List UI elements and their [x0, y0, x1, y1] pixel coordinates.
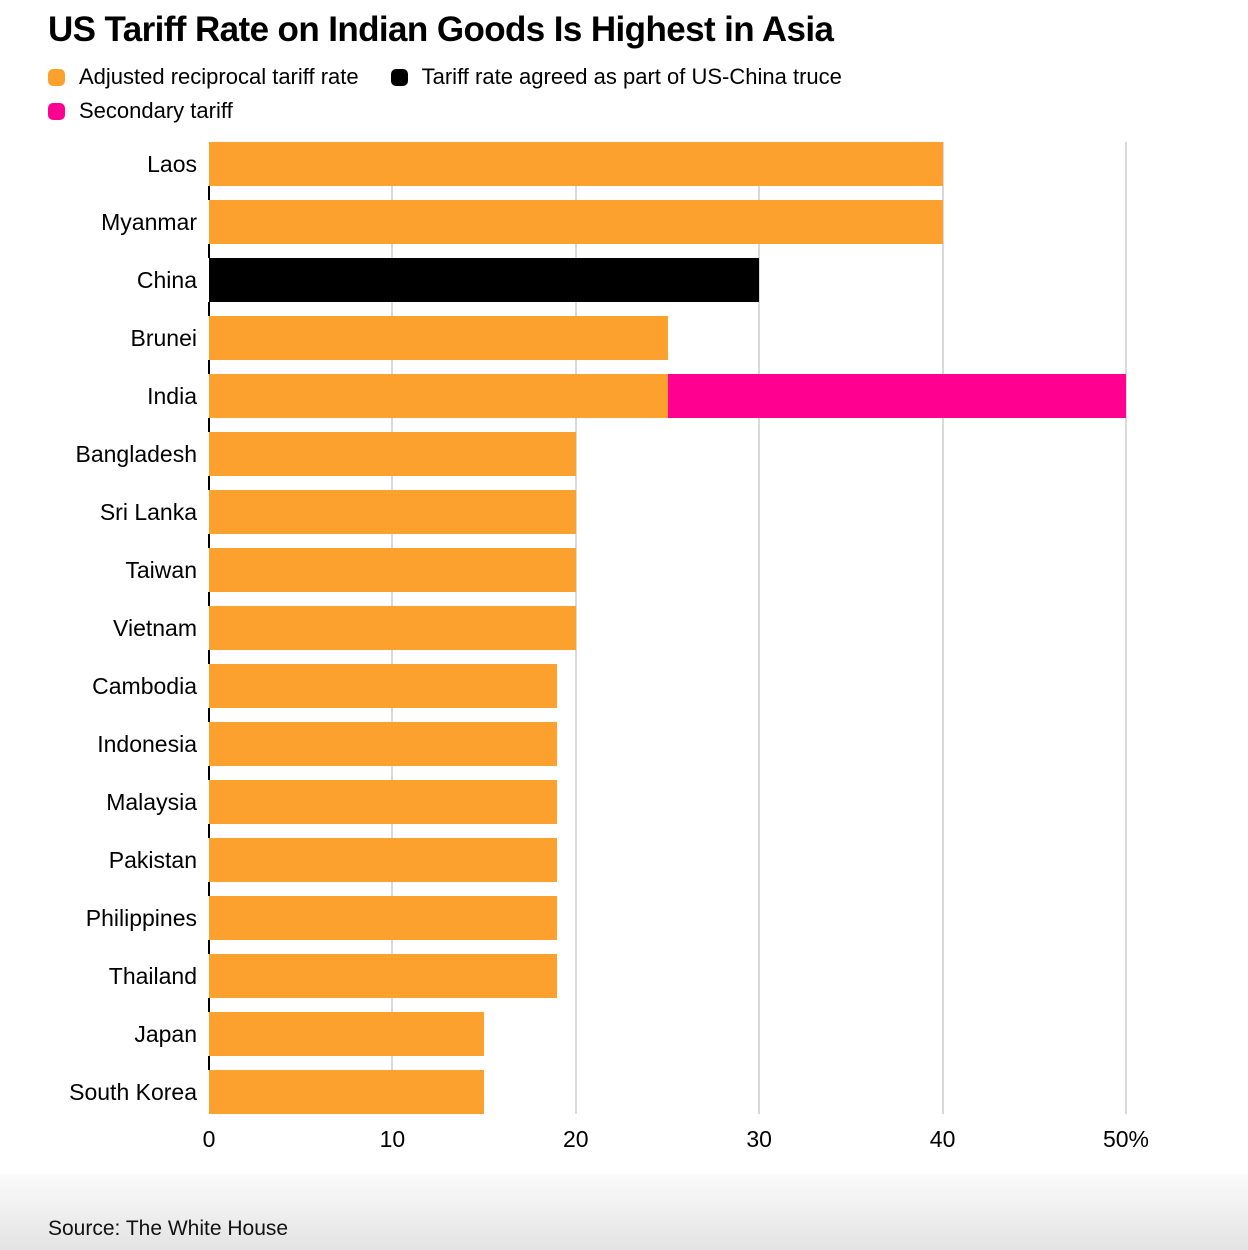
category-axis-tick	[208, 244, 210, 258]
category-label-taiwan: Taiwan	[125, 557, 197, 583]
legend-row-1: Adjusted reciprocal tariff rate Tariff r…	[48, 64, 1248, 90]
category-axis-tick	[208, 476, 210, 490]
gridline-20	[574, 142, 577, 1114]
category-axis-tick	[208, 766, 210, 780]
bar-taiwan-reciprocal	[209, 548, 576, 592]
bar-india-secondary	[667, 374, 1126, 418]
legend-row-2: Secondary tariff	[48, 98, 1248, 124]
bar-south-korea-reciprocal	[209, 1070, 485, 1114]
x-axis-label-50pct: 50%	[1102, 1126, 1150, 1152]
category-axis-tick	[208, 882, 210, 896]
plot-area: Laos Myanmar China Brunei India Bangladesh Sri…	[0, 142, 1248, 1114]
chart-title: US Tariff Rate on Indian Goods Is Highes…	[48, 10, 834, 49]
bar-pakistan-reciprocal	[209, 838, 558, 882]
legend-label-secondary: Secondary tariff	[79, 98, 233, 123]
bar-philippines-reciprocal	[209, 896, 558, 940]
x-axis-label-10: 10	[379, 1126, 406, 1152]
bar-cambodia-reciprocal	[209, 664, 558, 708]
legend-label-truce: Tariff rate agreed as part of US-China t…	[421, 64, 842, 89]
bar-laos-reciprocal	[209, 142, 943, 186]
category-label-china: China	[136, 267, 197, 293]
category-axis-tick	[208, 998, 210, 1012]
bar-chart: Laos Myanmar China Brunei India Bangladesh Sri…	[0, 142, 1248, 1158]
x-axis: 0 10 20 30 40 50%	[0, 1124, 1248, 1158]
category-label-bangladesh: Bangladesh	[75, 441, 198, 467]
bar-indonesia-reciprocal	[209, 722, 558, 766]
bar-myanmar-reciprocal	[209, 200, 943, 244]
legend-item-truce: Tariff rate agreed as part of US-China t…	[390, 64, 842, 90]
legend-item-secondary: Secondary tariff	[48, 98, 233, 124]
x-axis-label-0: 0	[202, 1126, 216, 1152]
category-axis-tick	[208, 708, 210, 722]
category-label-malaysia: Malaysia	[106, 789, 197, 815]
category-axis-tick	[208, 360, 210, 374]
legend-label-reciprocal: Adjusted reciprocal tariff rate	[79, 64, 359, 89]
category-label-india: India	[147, 383, 197, 409]
category-axis-tick	[208, 1056, 210, 1070]
secondary-tariff-swatch-icon	[48, 102, 65, 120]
category-axis-tick	[208, 418, 210, 432]
x-axis-label-20: 20	[563, 1126, 589, 1152]
bar-india-reciprocal	[209, 374, 668, 418]
bar-sri-lanka-reciprocal	[209, 490, 576, 534]
bar-japan-reciprocal	[209, 1012, 485, 1056]
category-label-philippines: Philippines	[85, 905, 197, 931]
category-axis-tick	[208, 592, 210, 606]
bar-malaysia-reciprocal	[209, 780, 558, 824]
legend: Adjusted reciprocal tariff rate Tariff r…	[48, 64, 1248, 124]
category-axis-tick	[208, 302, 210, 316]
category-label-thailand: Thailand	[108, 963, 197, 989]
source-text: Source: The White House	[48, 1217, 289, 1240]
category-label-myanmar: Myanmar	[101, 209, 197, 235]
reciprocal-tariff-swatch-icon	[48, 68, 65, 86]
category-label-brunei: Brunei	[130, 325, 197, 351]
category-label-vietnam: Vietnam	[113, 615, 197, 641]
category-axis-tick	[208, 940, 210, 954]
source-band: Source: The White House	[0, 1174, 1248, 1250]
bar-bangladesh-reciprocal	[209, 432, 576, 476]
category-label-japan: Japan	[134, 1021, 197, 1047]
category-axis-tick	[208, 824, 210, 838]
bar-thailand-reciprocal	[209, 954, 558, 998]
bar-vietnam-reciprocal	[209, 606, 576, 650]
x-axis-label-30: 30	[746, 1126, 772, 1152]
truce-tariff-swatch-icon	[390, 68, 408, 86]
category-axis-tick	[208, 186, 210, 200]
x-axis-label-40: 40	[929, 1126, 956, 1152]
category-label-cambodia: Cambodia	[92, 673, 197, 699]
gridline-30	[758, 142, 761, 1114]
category-axis-tick	[208, 650, 210, 664]
legend-item-reciprocal: Adjusted reciprocal tariff rate	[48, 64, 359, 90]
category-label-laos: Laos	[147, 151, 197, 177]
gridline-50	[1125, 142, 1127, 1114]
gridline-40	[941, 142, 944, 1114]
category-label-indonesia: Indonesia	[97, 731, 197, 757]
category-axis-tick	[208, 534, 210, 548]
category-label-sri-lanka: Sri Lanka	[99, 499, 197, 525]
bar-brunei-reciprocal	[209, 316, 668, 360]
category-label-pakistan: Pakistan	[108, 847, 197, 873]
category-label-south-korea: South Korea	[69, 1079, 197, 1105]
bar-china-truce	[209, 258, 760, 302]
